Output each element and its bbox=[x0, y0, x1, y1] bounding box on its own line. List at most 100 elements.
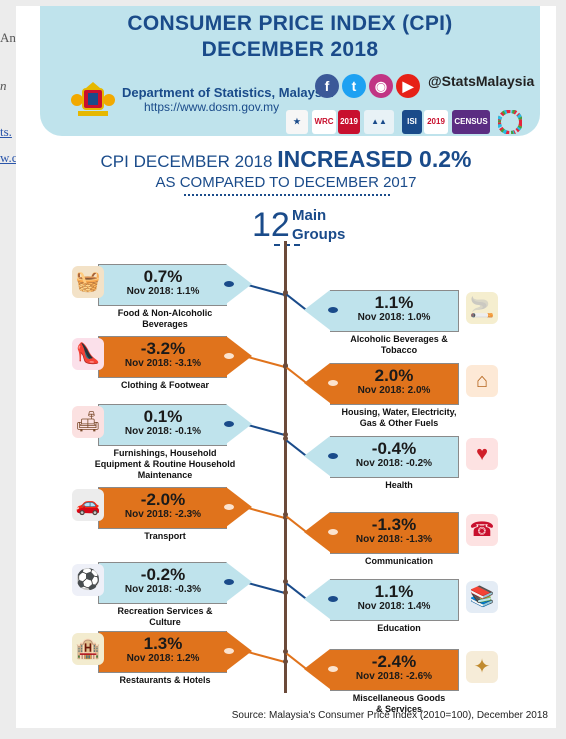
arrow-dot bbox=[224, 421, 234, 427]
group-value: -0.4% bbox=[371, 439, 417, 458]
group-name-line: Clothing & Footwear bbox=[121, 380, 209, 390]
spine-node bbox=[283, 432, 288, 437]
spine-node bbox=[283, 649, 288, 654]
spine-node bbox=[283, 659, 288, 664]
connector-line bbox=[247, 356, 285, 368]
group-value-box: -0.2% Nov 2018: -0.3% bbox=[98, 562, 227, 604]
logo-isi-year: 2019 bbox=[424, 110, 448, 134]
arrow-tip bbox=[304, 290, 330, 330]
headline-sub: AS COMPARED TO DECEMBER 2017 bbox=[155, 174, 417, 191]
arrow-dot bbox=[328, 666, 338, 672]
books-icon: 📚 bbox=[466, 581, 498, 613]
social-handle[interactable]: @StatsMalaysia bbox=[428, 73, 535, 89]
group-name: Health bbox=[324, 480, 474, 491]
group-name: Restaurants & Hotels bbox=[90, 675, 240, 686]
group-value: 2.0% bbox=[374, 366, 414, 385]
arrow-tip bbox=[304, 579, 330, 619]
title-line-1: CONSUMER PRICE INDEX (CPI) bbox=[127, 12, 453, 35]
group-value: 0.7% bbox=[143, 267, 183, 286]
group-value-box: 1.3% Nov 2018: 1.2% bbox=[98, 631, 227, 673]
hotel-icon: 🏨 bbox=[72, 633, 104, 665]
arrow-dot bbox=[328, 596, 338, 602]
group-name-line: Restaurants & Hotels bbox=[119, 675, 211, 685]
food-basket-icon: 🧺 bbox=[72, 266, 104, 298]
group-name-line: Alcoholic Beverages & bbox=[350, 334, 448, 344]
logo-1-icon: ★ bbox=[286, 110, 308, 134]
group-name-line: Tobacco bbox=[380, 345, 418, 355]
group-name: Clothing & Footwear bbox=[90, 380, 240, 391]
arrow-tip bbox=[304, 649, 330, 689]
connector-line bbox=[247, 424, 285, 436]
spine-node bbox=[283, 436, 288, 441]
sofa-icon: 🛋 bbox=[72, 406, 104, 438]
phone-icon: ☎ bbox=[466, 514, 498, 546]
group-value: -3.2% bbox=[140, 339, 186, 358]
misc-icon: ✦ bbox=[466, 651, 498, 683]
group-value-box: 1.1% Nov 2018: 1.4% bbox=[330, 579, 459, 621]
group-name-line: Equipment & Routine Household bbox=[94, 459, 236, 469]
arrow-dot bbox=[328, 307, 338, 313]
arrow-dot bbox=[328, 380, 338, 386]
group-nov-value: Nov 2018: 2.0% bbox=[357, 385, 431, 396]
groups-label-2: Groups bbox=[292, 226, 346, 243]
group-name: Alcoholic Beverages & Tobacco bbox=[324, 334, 474, 356]
arrow-tip bbox=[304, 512, 330, 552]
instagram-icon[interactable]: ◉ bbox=[369, 74, 393, 98]
arrow-dot bbox=[328, 529, 338, 535]
group-name-line: Miscellaneous Goods bbox=[352, 693, 446, 703]
group-value-box: -0.4% Nov 2018: -0.2% bbox=[330, 436, 459, 478]
cigarette-icon: 🚬 bbox=[466, 292, 498, 324]
group-name: Recreation Services & Culture bbox=[90, 606, 240, 628]
facebook-icon[interactable]: f bbox=[315, 74, 339, 98]
logo-census: CENSUS bbox=[452, 110, 490, 134]
group-name-line: Housing, Water, Electricity, bbox=[341, 407, 457, 417]
group-nov-value: Nov 2018: 1.4% bbox=[357, 601, 431, 612]
logo-skyline-icon: ▲▲ bbox=[364, 110, 394, 134]
connector-line bbox=[247, 284, 285, 296]
arrow-dot bbox=[224, 281, 234, 287]
group-name-line: Transport bbox=[144, 531, 186, 541]
group-name: Food & Non-Alcoholic Beverages bbox=[90, 308, 240, 330]
connector-line bbox=[247, 582, 285, 594]
group-nov-value: Nov 2018: 1.1% bbox=[126, 286, 200, 297]
groups-label-1: Main bbox=[292, 207, 327, 224]
arrow-dot bbox=[224, 504, 234, 510]
groups-underline bbox=[274, 244, 300, 246]
bg-text-fragment: An bbox=[0, 30, 16, 45]
group-nov-value: Nov 2018: -2.3% bbox=[124, 509, 202, 520]
group-value: -0.2% bbox=[140, 565, 186, 584]
bg-text-fragment: n bbox=[0, 78, 7, 93]
group-name-line: Communication bbox=[364, 556, 433, 566]
group-name: Furnishings, Household Equipment & Routin… bbox=[90, 448, 240, 481]
group-name-line: Beverages bbox=[142, 319, 188, 329]
header-banner: CONSUMER PRICE INDEX (CPI) DECEMBER 2018… bbox=[40, 6, 540, 136]
group-nov-value: Nov 2018: -0.2% bbox=[355, 458, 433, 469]
spine-node bbox=[283, 590, 288, 595]
sdg-wheel-icon bbox=[498, 110, 522, 134]
group-nov-value: Nov 2018: -0.3% bbox=[124, 584, 202, 595]
group-name: Housing, Water, Electricity, Gas & Other … bbox=[324, 407, 474, 429]
group-value-box: 2.0% Nov 2018: 2.0% bbox=[330, 363, 459, 405]
group-name-line: Maintenance bbox=[137, 470, 193, 480]
logo-wrc-year: 2019 bbox=[338, 110, 360, 134]
group-value-box: -2.4% Nov 2018: -2.6% bbox=[330, 649, 459, 691]
arrow-dot bbox=[224, 353, 234, 359]
group-name: Transport bbox=[90, 531, 240, 542]
group-name-line: Gas & Other Fuels bbox=[359, 418, 439, 428]
sports-icon: ⚽ bbox=[72, 564, 104, 596]
cpi-infographic: CONSUMER PRICE INDEX (CPI) DECEMBER 2018… bbox=[16, 6, 556, 728]
group-nov-value: Nov 2018: -1.3% bbox=[355, 534, 433, 545]
twitter-icon[interactable]: t bbox=[342, 74, 366, 98]
youtube-icon[interactable]: ▶ bbox=[396, 74, 420, 98]
spine-node bbox=[283, 515, 288, 520]
group-value-box: 0.7% Nov 2018: 1.1% bbox=[98, 264, 227, 306]
group-value: -2.0% bbox=[140, 490, 186, 509]
shoe-icon: 👠 bbox=[72, 338, 104, 370]
department-url[interactable]: https://www.dosm.gov.my bbox=[144, 100, 280, 114]
department-name: Department of Statistics, Malaysia bbox=[122, 85, 333, 100]
group-name-line: Health bbox=[385, 480, 413, 490]
logo-wrc: WRC bbox=[312, 110, 336, 134]
group-value: 0.1% bbox=[143, 407, 183, 426]
spine-node bbox=[283, 512, 288, 517]
connector-line bbox=[247, 507, 285, 519]
